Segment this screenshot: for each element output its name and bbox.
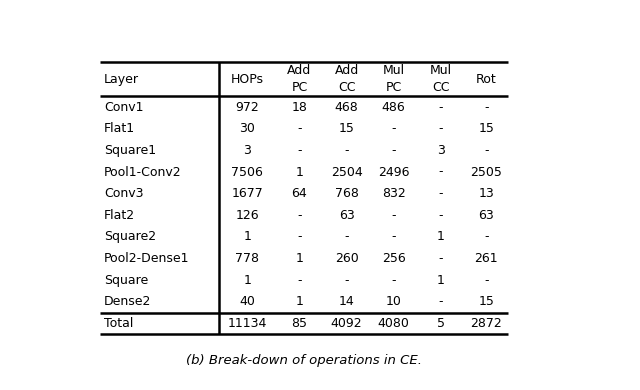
Text: 486: 486 — [382, 101, 406, 113]
Text: 1: 1 — [437, 230, 445, 243]
Text: -: - — [392, 122, 396, 135]
Text: 11134: 11134 — [228, 317, 267, 330]
Text: Add
CC: Add CC — [335, 64, 359, 94]
Text: 10: 10 — [386, 295, 402, 308]
Text: -: - — [344, 230, 349, 243]
Text: Add
PC: Add PC — [287, 64, 312, 94]
Text: Conv1: Conv1 — [104, 101, 143, 113]
Text: Rot: Rot — [476, 73, 497, 85]
Text: Mul
CC: Mul CC — [430, 64, 452, 94]
Text: 972: 972 — [236, 101, 259, 113]
Text: 7506: 7506 — [232, 165, 263, 179]
Text: -: - — [392, 230, 396, 243]
Text: (b) Break-down of operations in CE.: (b) Break-down of operations in CE. — [186, 354, 422, 367]
Text: 1677: 1677 — [232, 187, 263, 200]
Text: 768: 768 — [335, 187, 358, 200]
Text: 2496: 2496 — [378, 165, 410, 179]
Text: -: - — [297, 274, 301, 287]
Text: 3: 3 — [243, 144, 252, 157]
Text: Total: Total — [104, 317, 133, 330]
Text: 126: 126 — [236, 209, 259, 222]
Text: Square: Square — [104, 274, 148, 287]
Text: Pool2-Dense1: Pool2-Dense1 — [104, 252, 189, 265]
Text: 1: 1 — [243, 274, 252, 287]
Text: 14: 14 — [339, 295, 355, 308]
Text: HOPs: HOPs — [231, 73, 264, 85]
Text: -: - — [392, 209, 396, 222]
Text: 2505: 2505 — [470, 165, 502, 179]
Text: 40: 40 — [239, 295, 255, 308]
Text: 1: 1 — [437, 274, 445, 287]
Text: -: - — [438, 165, 443, 179]
Text: -: - — [344, 144, 349, 157]
Text: 18: 18 — [292, 101, 307, 113]
Text: 260: 260 — [335, 252, 358, 265]
Text: 1: 1 — [296, 252, 303, 265]
Text: Layer: Layer — [104, 73, 139, 85]
Text: 2872: 2872 — [470, 317, 502, 330]
Text: 15: 15 — [339, 122, 355, 135]
Text: -: - — [392, 274, 396, 287]
Text: 256: 256 — [382, 252, 406, 265]
Text: 63: 63 — [478, 209, 494, 222]
Text: Flat2: Flat2 — [104, 209, 135, 222]
Text: 15: 15 — [478, 295, 494, 308]
Text: 13: 13 — [478, 187, 494, 200]
Text: 832: 832 — [382, 187, 406, 200]
Text: -: - — [484, 144, 488, 157]
Text: 778: 778 — [236, 252, 259, 265]
Text: Dense2: Dense2 — [104, 295, 151, 308]
Text: 85: 85 — [291, 317, 307, 330]
Text: 2504: 2504 — [331, 165, 362, 179]
Text: 468: 468 — [335, 101, 358, 113]
Text: 5: 5 — [437, 317, 445, 330]
Text: -: - — [297, 230, 301, 243]
Text: Pool1-Conv2: Pool1-Conv2 — [104, 165, 181, 179]
Text: 30: 30 — [239, 122, 255, 135]
Text: 64: 64 — [292, 187, 307, 200]
Text: -: - — [438, 295, 443, 308]
Text: Flat1: Flat1 — [104, 122, 135, 135]
Text: Square2: Square2 — [104, 230, 156, 243]
Text: -: - — [484, 230, 488, 243]
Text: 261: 261 — [474, 252, 498, 265]
Text: 1: 1 — [243, 230, 252, 243]
Text: 1: 1 — [296, 165, 303, 179]
Text: -: - — [392, 144, 396, 157]
Text: -: - — [484, 101, 488, 113]
Text: -: - — [438, 101, 443, 113]
Text: -: - — [297, 144, 301, 157]
Text: -: - — [297, 209, 301, 222]
Text: -: - — [484, 274, 488, 287]
Text: 1: 1 — [296, 295, 303, 308]
Text: -: - — [438, 187, 443, 200]
Text: 3: 3 — [437, 144, 445, 157]
Text: -: - — [438, 122, 443, 135]
Text: 4080: 4080 — [378, 317, 410, 330]
Text: -: - — [344, 274, 349, 287]
Text: 63: 63 — [339, 209, 355, 222]
Text: -: - — [438, 252, 443, 265]
Text: Conv3: Conv3 — [104, 187, 143, 200]
Text: 15: 15 — [478, 122, 494, 135]
Text: -: - — [438, 209, 443, 222]
Text: Mul
PC: Mul PC — [383, 64, 404, 94]
Text: -: - — [297, 122, 301, 135]
Text: 4092: 4092 — [331, 317, 362, 330]
Text: Square1: Square1 — [104, 144, 156, 157]
